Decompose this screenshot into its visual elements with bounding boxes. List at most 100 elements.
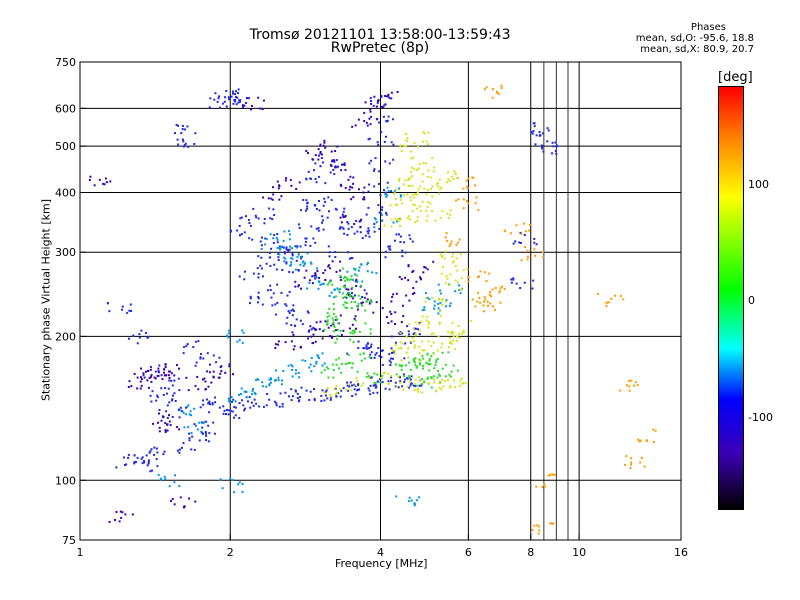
data-point [441,209,444,212]
data-point [321,282,324,285]
data-point [317,355,320,358]
data-point [255,216,258,219]
data-point [440,342,443,345]
data-point [331,160,334,163]
data-point [449,273,452,276]
data-point [331,260,334,263]
y-tick-label: 200 [55,330,76,343]
data-point [318,276,321,279]
data-point [623,463,626,466]
data-point [399,332,402,335]
data-point [370,102,373,105]
data-point [377,143,380,146]
data-point [304,209,307,212]
data-point [187,145,190,148]
data-point [320,153,323,156]
data-point [241,490,244,493]
data-point [390,357,393,360]
data-point [483,271,486,274]
data-point [392,351,395,354]
data-point [552,522,555,525]
data-point [298,399,301,402]
data-point [406,377,409,380]
data-point [454,279,457,282]
data-point [325,389,328,392]
data-point [425,162,428,165]
data-point [499,301,502,304]
data-point [294,389,297,392]
data-point [416,191,419,194]
data-point [342,163,345,166]
data-point [237,101,240,104]
data-point [162,394,165,397]
data-point [219,478,222,481]
data-point [415,193,418,196]
data-point [437,302,440,305]
data-point [261,303,264,306]
data-point [288,233,291,236]
data-point [194,424,197,427]
data-point [423,380,426,383]
data-point [447,331,450,334]
data-point [298,395,301,398]
data-point [519,241,522,244]
data-point [290,363,293,366]
data-point [452,339,455,342]
data-point [268,384,271,387]
data-point [388,96,391,99]
data-point [277,252,280,255]
data-point [351,278,354,281]
data-point [373,95,376,98]
data-point [347,389,350,392]
data-point [252,404,255,407]
data-point [212,354,215,357]
data-point [286,249,289,252]
data-point [440,272,443,275]
data-point [160,419,163,422]
data-point [308,282,311,285]
data-point [158,430,161,433]
data-point [256,301,259,304]
data-point [368,302,371,305]
data-point [352,297,355,300]
data-point [351,332,354,335]
data-point [285,177,288,180]
data-point [373,222,376,225]
data-point [388,162,391,165]
data-point [551,141,554,144]
data-point [551,473,554,476]
data-point [643,465,646,468]
data-point [406,136,409,139]
data-point [380,131,383,134]
data-point [365,213,368,216]
data-point [308,366,311,369]
data-point [173,132,176,135]
data-point [433,304,436,307]
data-point [135,461,138,464]
data-point [200,352,203,355]
data-point [136,342,139,345]
data-point [365,375,368,378]
data-point [446,181,449,184]
data-point [520,232,523,235]
data-point [461,382,464,385]
data-point [202,422,205,425]
data-point [342,215,345,218]
data-point [357,269,360,272]
data-point [410,170,413,173]
data-point [412,332,415,335]
data-point [208,411,211,414]
data-point [149,470,152,473]
data-point [350,384,353,387]
data-point [348,278,351,281]
data-point [342,303,345,306]
data-point [427,201,430,204]
data-point [359,297,362,300]
data-point [225,105,228,108]
data-point [346,381,349,384]
data-point [341,267,344,270]
data-point [356,280,359,283]
data-point [413,291,416,294]
data-point [297,285,300,288]
data-point [271,218,274,221]
